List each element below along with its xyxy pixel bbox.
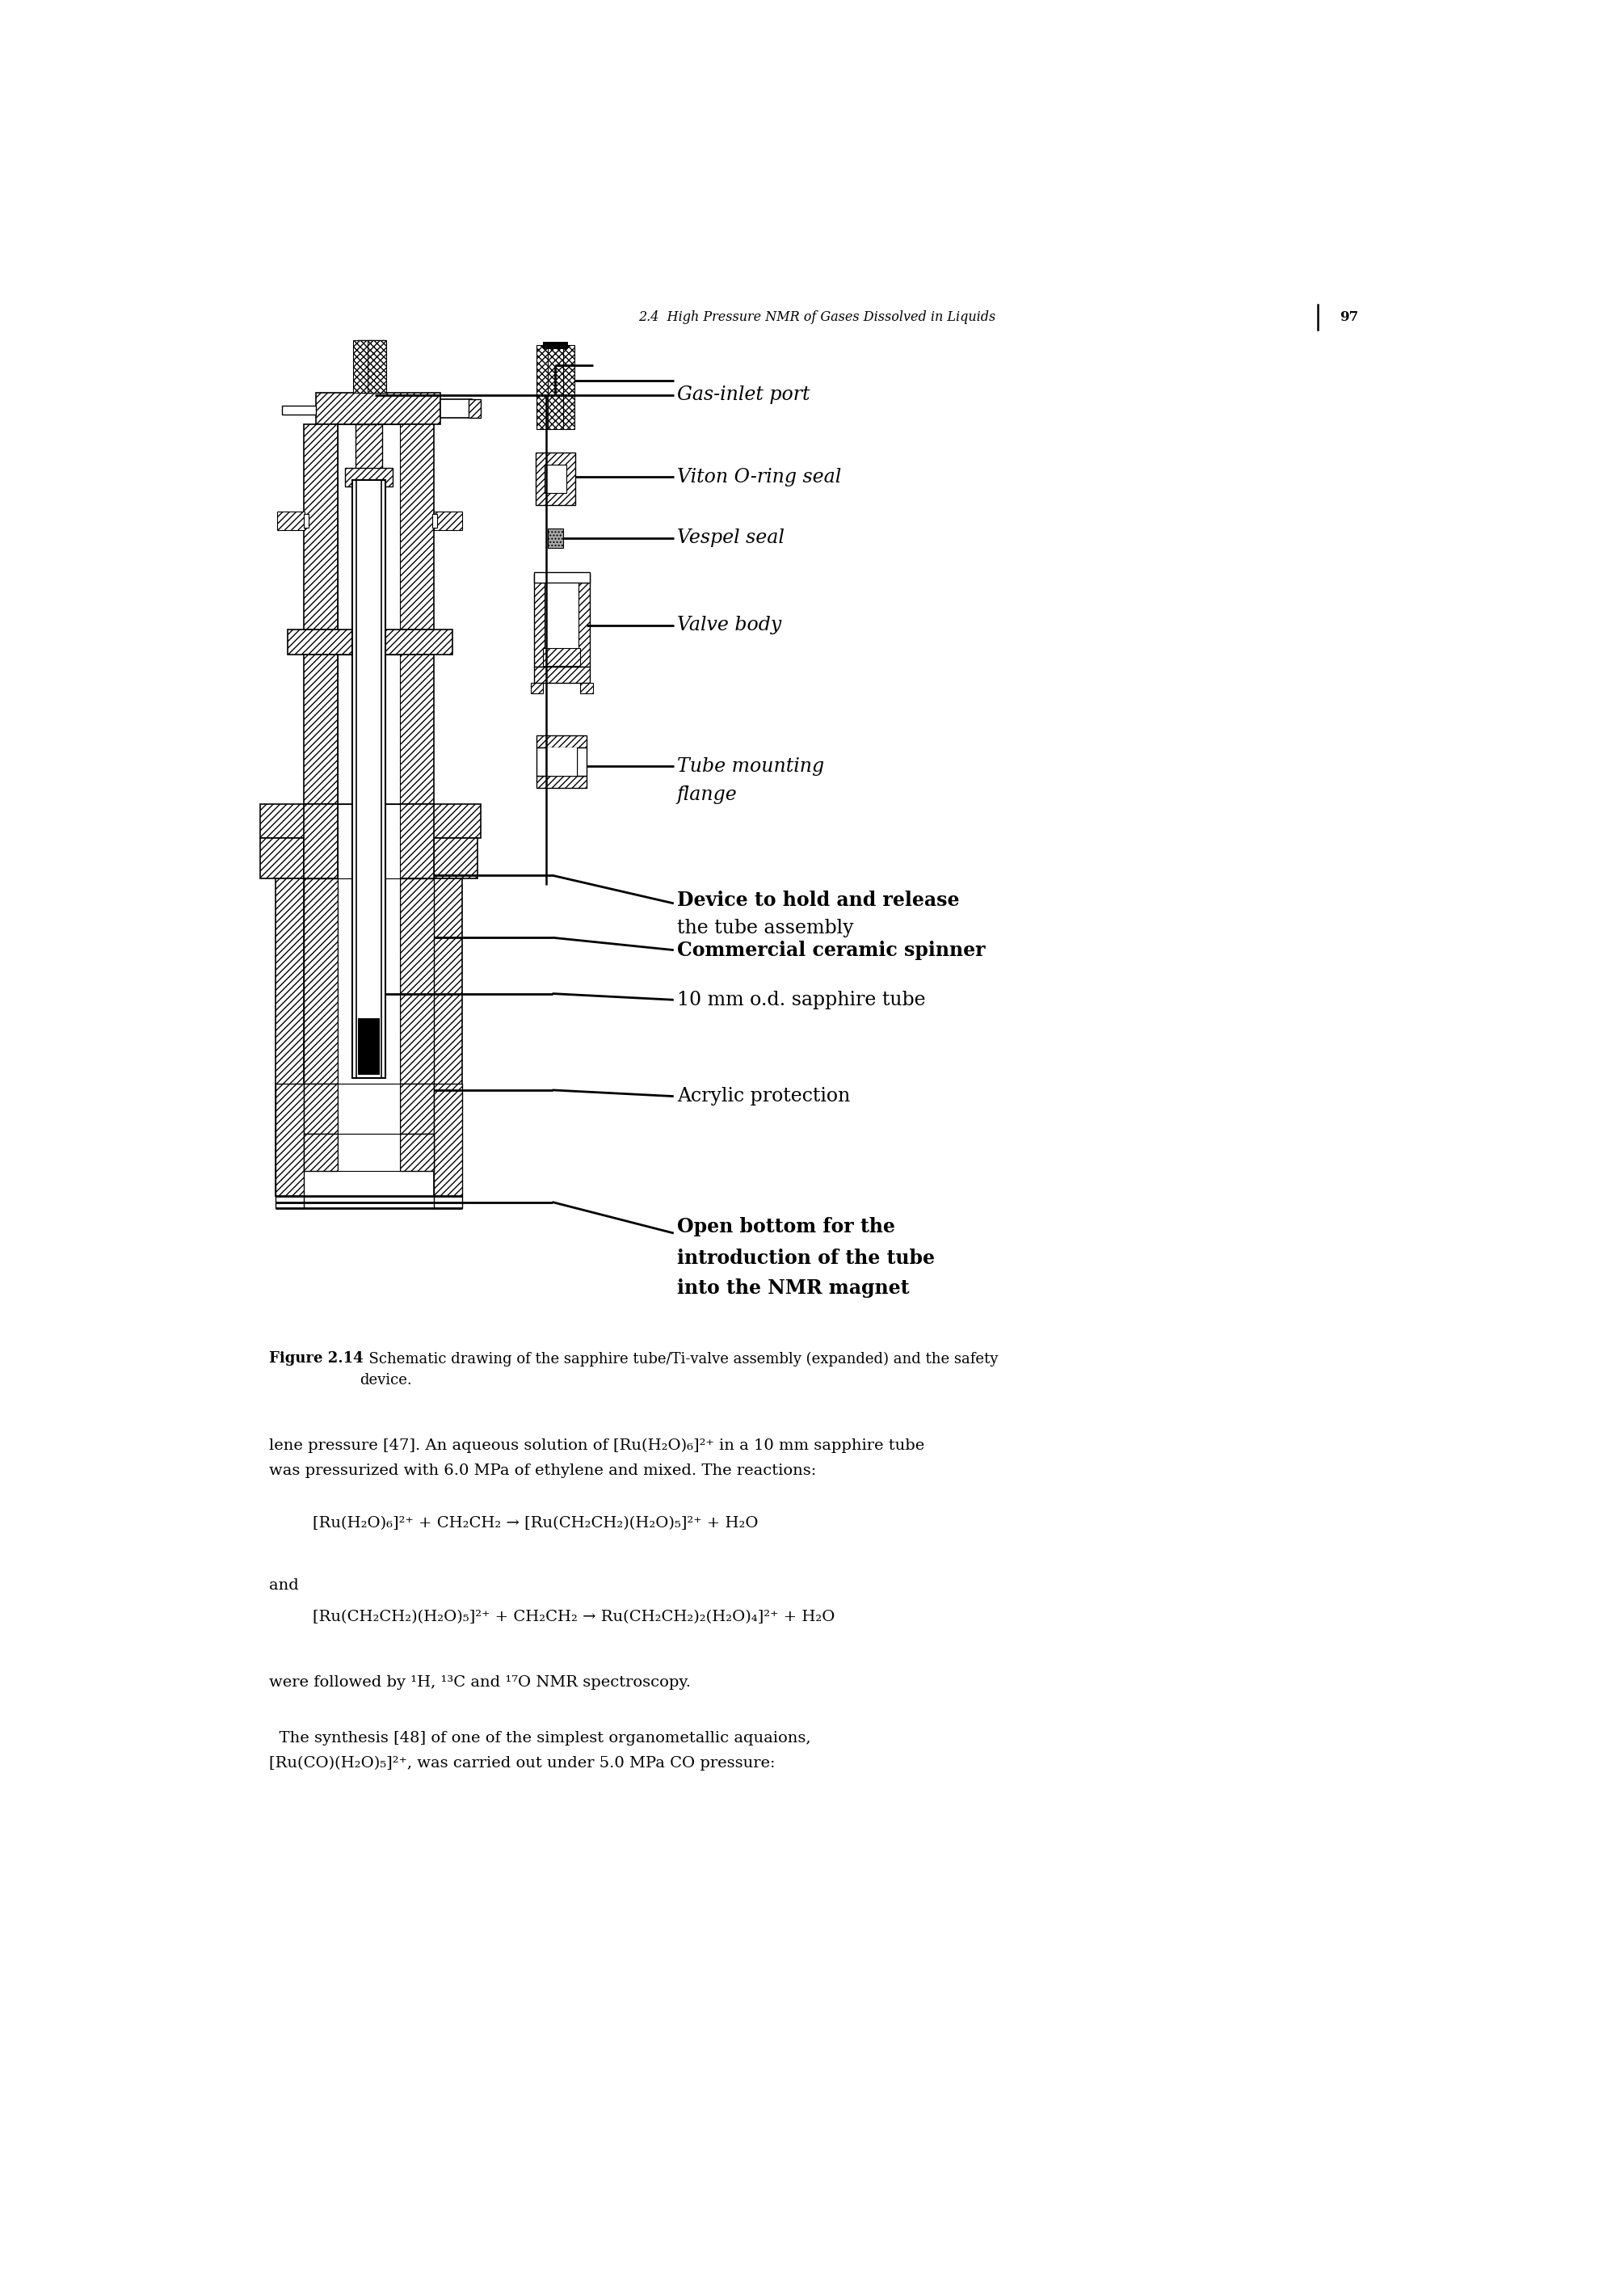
- Polygon shape: [359, 605, 378, 623]
- Bar: [281, 406, 317, 415]
- Bar: [580, 683, 593, 694]
- Bar: [542, 648, 580, 667]
- Text: lene pressure [47]. An aqueous solution of [Ru(H₂O)₆]²⁺ in a 10 mm sapphire tube: lene pressure [47]. An aqueous solution …: [270, 1439, 924, 1478]
- Bar: [352, 481, 385, 1077]
- Bar: [562, 346, 575, 428]
- Bar: [400, 877, 434, 1084]
- Bar: [434, 877, 463, 1196]
- Bar: [304, 1084, 338, 1134]
- Bar: [356, 424, 383, 474]
- Text: Schematic drawing of the sapphire tube/Ti-valve assembly (expanded) and the safe: Schematic drawing of the sapphire tube/T…: [359, 1352, 999, 1388]
- Bar: [338, 655, 400, 804]
- Bar: [547, 529, 564, 548]
- Text: the tube assembly: the tube assembly: [677, 919, 853, 937]
- Bar: [276, 1196, 304, 1207]
- Text: and: and: [270, 1578, 299, 1592]
- Text: were followed by ¹H, ¹³C and ¹⁷O NMR spectroscopy.: were followed by ¹H, ¹³C and ¹⁷O NMR spe…: [270, 1675, 692, 1688]
- Bar: [547, 346, 564, 428]
- Text: Commercial ceramic spinner: Commercial ceramic spinner: [677, 939, 986, 960]
- Bar: [304, 877, 338, 1084]
- Bar: [531, 683, 542, 694]
- Bar: [538, 735, 586, 747]
- Bar: [276, 877, 304, 1196]
- Bar: [432, 513, 437, 527]
- Bar: [317, 394, 440, 424]
- Text: 10 mm o.d. sapphire tube: 10 mm o.d. sapphire tube: [677, 990, 926, 1008]
- Bar: [260, 839, 304, 877]
- Text: Figure 2.14: Figure 2.14: [270, 1352, 364, 1365]
- Bar: [538, 777, 586, 788]
- Text: [Ru(CH₂CH₂)(H₂O)₅]²⁺ + CH₂CH₂ → Ru(CH₂CH₂)₂(H₂O)₄]²⁺ + H₂O: [Ru(CH₂CH₂)(H₂O)₅]²⁺ + CH₂CH₂ → Ru(CH₂CH…: [313, 1611, 835, 1624]
- Bar: [304, 655, 338, 804]
- Text: Valve body: Valve body: [677, 616, 781, 635]
- Bar: [276, 1084, 304, 1196]
- Text: Vespel seal: Vespel seal: [677, 529, 784, 548]
- Bar: [367, 341, 387, 394]
- Bar: [359, 481, 378, 605]
- Bar: [354, 486, 383, 536]
- Bar: [260, 804, 481, 839]
- Bar: [359, 341, 385, 394]
- Bar: [577, 747, 586, 777]
- Bar: [536, 451, 575, 504]
- Bar: [304, 804, 338, 877]
- Bar: [400, 424, 434, 630]
- Bar: [534, 573, 549, 667]
- Bar: [346, 467, 393, 486]
- Bar: [304, 424, 338, 630]
- Bar: [400, 655, 434, 804]
- Text: flange: flange: [677, 786, 737, 804]
- Text: Viton O-ring seal: Viton O-ring seal: [677, 467, 841, 486]
- Bar: [546, 582, 578, 667]
- Text: [Ru(H₂O)₆]²⁺ + CH₂CH₂ → [Ru(CH₂CH₂)(H₂O)₅]²⁺ + H₂O: [Ru(H₂O)₆]²⁺ + CH₂CH₂ → [Ru(CH₂CH₂)(H₂O)…: [313, 1517, 758, 1530]
- Bar: [434, 511, 463, 529]
- Bar: [304, 513, 309, 527]
- Bar: [400, 804, 434, 877]
- Bar: [538, 346, 549, 428]
- Bar: [546, 465, 567, 493]
- Bar: [440, 399, 471, 417]
- Text: Acrylic protection: Acrylic protection: [677, 1086, 849, 1107]
- Text: 97: 97: [1340, 309, 1358, 323]
- Bar: [434, 1084, 463, 1196]
- Text: 2.4  High Pressure NMR of Gases Dissolved in Liquids: 2.4 High Pressure NMR of Gases Dissolved…: [638, 309, 996, 323]
- Text: Open bottom for the: Open bottom for the: [677, 1217, 895, 1237]
- Text: Device to hold and release: Device to hold and release: [677, 891, 960, 910]
- Bar: [338, 424, 400, 630]
- Bar: [338, 1134, 400, 1171]
- Bar: [400, 1084, 434, 1134]
- Bar: [538, 747, 546, 777]
- Bar: [276, 511, 305, 529]
- Bar: [468, 399, 481, 417]
- Bar: [534, 667, 590, 683]
- Bar: [440, 406, 471, 415]
- Bar: [542, 341, 568, 348]
- Text: The synthesis [48] of one of the simplest organometallic aquaions,
[Ru(CO)(H₂O)₅: The synthesis [48] of one of the simples…: [270, 1732, 810, 1771]
- Bar: [354, 341, 372, 394]
- Bar: [304, 1134, 338, 1171]
- Text: introduction of the tube: introduction of the tube: [677, 1249, 934, 1267]
- Bar: [357, 1019, 380, 1074]
- Bar: [338, 1084, 400, 1134]
- Bar: [534, 573, 590, 582]
- Bar: [434, 839, 477, 877]
- Bar: [546, 747, 577, 777]
- Text: into the NMR magnet: into the NMR magnet: [677, 1278, 909, 1297]
- Text: Tube mounting: Tube mounting: [677, 758, 823, 777]
- Bar: [287, 630, 453, 655]
- Bar: [575, 573, 590, 667]
- Bar: [400, 1134, 434, 1171]
- Bar: [338, 804, 400, 877]
- Bar: [338, 877, 400, 1084]
- Text: Gas-inlet port: Gas-inlet port: [677, 385, 810, 403]
- Bar: [434, 1196, 463, 1207]
